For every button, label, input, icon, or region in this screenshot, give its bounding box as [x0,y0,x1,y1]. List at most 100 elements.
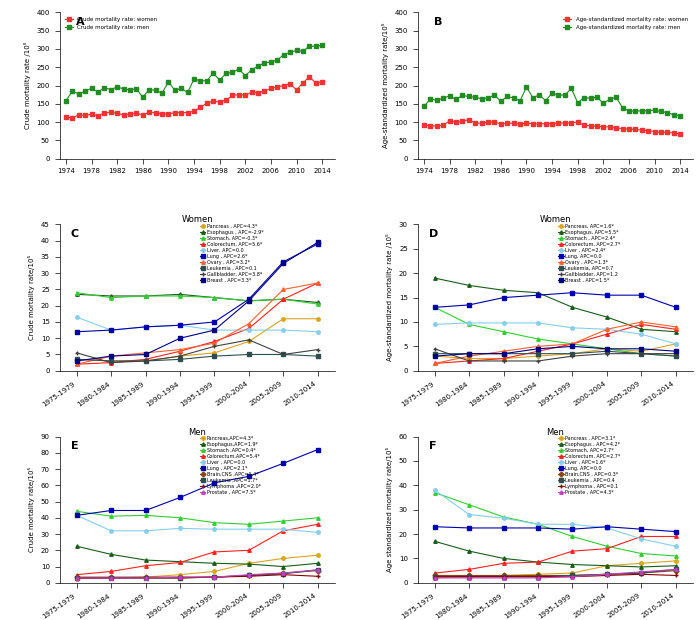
Crude mortality rate: men: (1.98e+03, 189): men: (1.98e+03, 189) [106,86,115,93]
Prostate , APC=4.3* [430,574,439,582]
Colorectum, APC=2.7* [637,533,645,540]
Pancreas , APC=4.3* [73,356,81,363]
Stomach ,APC=0.4* [176,514,184,521]
Age-standardized mortality rate: women: (2e+03, 97): women: (2e+03, 97) [561,120,569,127]
Esophagus,APC=1.9* [107,551,116,558]
Lung , APC=2.1* [141,507,150,514]
Crude mortality rate: women: (2e+03, 155): women: (2e+03, 155) [216,98,224,105]
Line: Age-standardized mortality rate: men: Age-standardized mortality rate: men [422,86,682,118]
Line: Lung , APC=2.6*: Lung , APC=2.6* [75,242,319,334]
Crude mortality rate: men: (2e+03, 253): men: (2e+03, 253) [254,63,262,70]
Line: Leukemia , APC=0.4: Leukemia , APC=0.4 [433,568,678,578]
Lung, APC=0.0 [499,525,508,532]
Liver , APC=2.4* [430,321,439,328]
Age-standardized mortality rate: women: (2e+03, 91): women: (2e+03, 91) [580,122,588,129]
Crude mortality rate: women: (1.98e+03, 124): women: (1.98e+03, 124) [113,110,121,117]
Age-standardized mortality rate: men: (2e+03, 174): men: (2e+03, 174) [561,91,569,99]
Liver , APC=0.0 [279,526,288,533]
Crude mortality rate: men: (2.01e+03, 291): men: (2.01e+03, 291) [286,48,294,56]
Pancreas , APC=3.1* [430,574,439,582]
Crude mortality rate: men: (1.98e+03, 191): men: (1.98e+03, 191) [120,85,128,92]
Age-standardized mortality rate: women: (1.99e+03, 96): women: (1.99e+03, 96) [542,120,550,127]
Legend: Pancreas , APC=3.1*, Esophagus , APC=4.2*, Stomach, APC=2.7*, Colorectum, APC=2.: Pancreas , APC=3.1*, Esophagus , APC=4.2… [558,436,620,495]
Age-standardized mortality rate: men: (2e+03, 174): men: (2e+03, 174) [554,91,563,99]
Colorectum, APC=2.7* [499,560,508,567]
Crude mortality rate: men: (2e+03, 236): men: (2e+03, 236) [228,69,237,76]
Crude mortality rate: women: (2e+03, 173): women: (2e+03, 173) [228,92,237,99]
Age-standardized mortality rate: men: (2.01e+03, 131): men: (2.01e+03, 131) [624,107,633,115]
Lung, APC=0.0 [603,523,611,531]
Liver , APC=0.0 [314,529,322,536]
Leukemia ,APC=1.7* [279,570,288,578]
Gallbladder, APC=3.8* [245,336,253,343]
Leukemia, APC=0.7 [637,350,645,357]
Colorectum, APC=2.7* [671,533,680,540]
Crude mortality rate: women: (1.98e+03, 124): women: (1.98e+03, 124) [132,110,141,117]
Brain,CNS , APC=0.3* [430,572,439,579]
Age-standardized mortality rate: men: (1.98e+03, 173): men: (1.98e+03, 173) [458,92,467,99]
Prostate , APC=4.3* [465,574,473,582]
Age-standardized mortality rate: women: (1.99e+03, 96): women: (1.99e+03, 96) [548,120,556,127]
Pancreas , APC=3.1* [465,573,473,580]
Lung, APC=0.0 [671,528,680,535]
Crude mortality rate: men: (1.99e+03, 218): men: (1.99e+03, 218) [190,75,198,82]
Lung , APC=2.1* [314,446,322,453]
Liver , APC=2.4* [671,340,680,348]
Breast , APC=1.5* [465,350,473,357]
Crude mortality rate: men: (1.98e+03, 184): men: (1.98e+03, 184) [81,87,90,95]
Age-standardized mortality rate: men: (1.99e+03, 167): men: (1.99e+03, 167) [528,94,537,101]
Stomach , APC=2.4* [671,352,680,360]
Stomach, APC=-0.3* [314,300,322,308]
Crude mortality rate: women: (2e+03, 175): women: (2e+03, 175) [234,91,243,99]
Pancreas, APC=1.6* [603,345,611,353]
Crude mortality rate: women: (2.01e+03, 224): women: (2.01e+03, 224) [305,73,314,81]
Age-standardized mortality rate: women: (2e+03, 98): women: (2e+03, 98) [567,119,575,126]
Leukemia, APC=0.7 [465,350,473,357]
Prostate , APC=4.3* [603,570,611,578]
Breast , APC=3.3* [210,326,218,334]
Stomach, APC=2.7* [603,542,611,550]
Age-standardized mortality rate: women: (1.98e+03, 97): women: (1.98e+03, 97) [477,120,486,127]
Pancreas, APC=1.6* [430,352,439,360]
Line: Leukemia, APC=0.7: Leukemia, APC=0.7 [433,350,678,358]
Crude mortality rate: women: (2.01e+03, 188): women: (2.01e+03, 188) [293,86,301,94]
Stomach, APC=2.7* [499,513,508,521]
Gallbladder, APC=1.2 [603,350,611,357]
Line: Gallbladder, APC=3.8*: Gallbladder, APC=3.8* [75,338,319,365]
Line: Crude mortality rate: women: Crude mortality rate: women [64,75,324,120]
Stomach, APC=-0.3* [279,296,288,303]
Crude mortality rate: men: (1.99e+03, 187): men: (1.99e+03, 187) [151,87,160,94]
Age-standardized mortality rate: men: (1.98e+03, 160): men: (1.98e+03, 160) [433,97,441,104]
Line: Esophagus , APC=4.2*: Esophagus , APC=4.2* [433,539,678,569]
Line: Gallbladder, APC=1.2: Gallbladder, APC=1.2 [433,347,678,363]
Crude mortality rate: men: (2.01e+03, 308): men: (2.01e+03, 308) [312,42,320,50]
Lung, APC=0.0 [499,294,508,301]
Pancreas, APC=1.6* [465,355,473,362]
Line: Leukemia , APC=0.1: Leukemia , APC=0.1 [75,353,319,363]
Leukemia , APC=0.1 [245,351,253,358]
Colorectum, APC=2.7* [534,347,542,355]
Colorectum, APC=5.6* [107,359,116,366]
Lung, APC=0.0 [465,525,473,532]
Lung, APC=0.0 [534,525,542,532]
Esophagus, APC=5.5* [568,304,577,311]
Crude mortality rate: men: (2.01e+03, 284): men: (2.01e+03, 284) [279,51,288,58]
Crude mortality rate: women: (2.01e+03, 200): women: (2.01e+03, 200) [279,82,288,89]
Age-standardized mortality rate: women: (2e+03, 100): women: (2e+03, 100) [573,118,582,126]
Breast , APC=1.5* [534,345,542,353]
Ovary , APC=3.2* [176,346,184,353]
Leukemia ,APC=1.7* [107,574,116,582]
Esophagus,APC=1.9* [176,558,184,565]
Ovary , APC=1.3* [534,343,542,350]
Ovary , APC=3.2* [279,286,288,293]
Brain,CNS ,APC=1.4* [245,572,253,579]
Esophagus , APC=-2.9* [176,291,184,298]
Line: Prostate , APC=4.3*: Prostate , APC=4.3* [433,568,678,580]
Pancreas,APC=4.3* [314,551,322,559]
Crude mortality rate: women: (1.98e+03, 119): women: (1.98e+03, 119) [81,112,90,119]
Breast , APC=1.5* [603,345,611,353]
Gallbladder, APC=3.8* [141,357,150,365]
Crude mortality rate: men: (1.98e+03, 184): men: (1.98e+03, 184) [68,87,76,95]
Esophagus,APC=1.9* [314,560,322,567]
Crude mortality rate: men: (1.98e+03, 182): men: (1.98e+03, 182) [94,89,102,96]
